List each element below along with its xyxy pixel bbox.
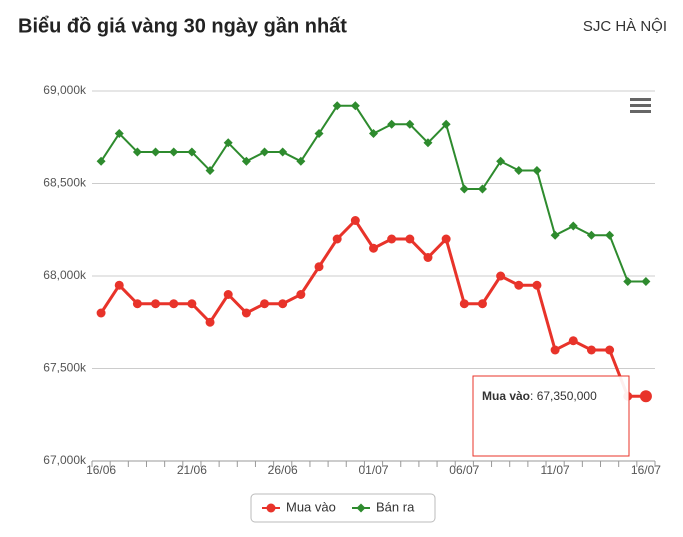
tooltip-value: 67,350,000 xyxy=(537,389,597,403)
point xyxy=(423,253,433,262)
tooltip-series: Mua vào xyxy=(482,389,530,403)
point xyxy=(532,166,542,176)
point xyxy=(151,147,161,157)
legend: Mua vào Bán ra xyxy=(250,493,436,523)
point xyxy=(169,299,179,309)
y-tick-label: 67,500k xyxy=(43,361,87,375)
point xyxy=(241,308,251,318)
menu-bar xyxy=(630,104,651,107)
point xyxy=(96,156,106,166)
point xyxy=(205,317,215,327)
tooltip-box xyxy=(472,375,630,457)
point xyxy=(187,299,197,309)
point xyxy=(296,156,306,166)
chart-subtitle: SJC HÀ NỘI xyxy=(583,18,667,35)
point xyxy=(441,119,451,129)
point xyxy=(151,299,161,309)
legend-box xyxy=(250,493,436,523)
y-tick-label: 67,000k xyxy=(43,453,87,467)
point xyxy=(405,119,415,129)
menu-bar xyxy=(630,110,651,113)
point xyxy=(387,119,397,129)
tooltip-text: Mua vào: 67,350,000 xyxy=(482,389,597,403)
point xyxy=(459,299,469,309)
point xyxy=(496,271,506,281)
menu-icon[interactable] xyxy=(630,98,651,113)
point xyxy=(477,184,487,194)
point xyxy=(568,336,578,346)
point xyxy=(550,230,560,240)
x-tick-label: 01/07 xyxy=(358,463,388,477)
x-tick-label: 26/06 xyxy=(268,463,298,477)
point xyxy=(132,299,142,309)
point xyxy=(369,129,378,139)
point xyxy=(639,390,652,403)
point xyxy=(314,262,324,272)
y-tick-label: 68,500k xyxy=(43,176,87,190)
point xyxy=(586,345,596,355)
legend-marker xyxy=(356,503,366,513)
point xyxy=(423,138,433,148)
x-tick-label: 16/07 xyxy=(631,463,661,477)
point xyxy=(477,299,487,309)
point xyxy=(260,147,270,157)
point xyxy=(605,345,615,355)
point xyxy=(586,230,596,240)
point xyxy=(350,101,360,111)
point xyxy=(514,166,524,176)
legend-item[interactable]: Bán ra xyxy=(352,499,415,514)
point xyxy=(623,277,633,287)
point xyxy=(278,147,288,157)
x-tick-label: 06/07 xyxy=(449,463,479,477)
menu-bar xyxy=(630,98,651,101)
point xyxy=(187,147,197,157)
point xyxy=(496,156,506,166)
legend-item[interactable]: Mua vào xyxy=(262,499,336,514)
x-tick-label: 21/06 xyxy=(177,463,207,477)
point xyxy=(332,101,342,111)
y-tick-label: 68,000k xyxy=(43,268,87,282)
point xyxy=(205,166,215,176)
tooltip-sep: : xyxy=(530,389,537,403)
point xyxy=(314,129,324,139)
point xyxy=(223,138,233,148)
point xyxy=(405,234,415,244)
chart-title: Biểu đồ giá vàng 30 ngày gần nhất xyxy=(18,15,347,37)
point xyxy=(532,280,542,290)
point xyxy=(278,299,288,309)
point xyxy=(568,221,578,231)
point xyxy=(350,216,360,225)
point xyxy=(241,156,251,166)
point xyxy=(223,290,233,299)
x-tick-label: 16/06 xyxy=(86,463,116,477)
legend-label: Bán ra xyxy=(376,499,415,514)
point xyxy=(114,280,124,290)
point xyxy=(441,234,451,244)
point xyxy=(296,290,306,299)
point xyxy=(459,184,469,194)
legend-marker xyxy=(266,503,276,513)
point xyxy=(605,230,615,240)
point xyxy=(550,345,560,355)
legend-label: Mua vào xyxy=(286,499,336,514)
point xyxy=(132,147,142,157)
point xyxy=(514,280,524,290)
point xyxy=(260,299,270,309)
point xyxy=(387,234,397,244)
point xyxy=(332,234,342,244)
point xyxy=(96,308,106,318)
point xyxy=(641,277,651,287)
x-tick-label: 11/07 xyxy=(541,463,570,477)
tooltip: Mua vào: 67,350,000 xyxy=(472,375,630,457)
y-tick-label: 69,000k xyxy=(43,83,87,97)
point xyxy=(114,129,124,139)
point xyxy=(169,147,179,157)
point xyxy=(369,243,378,253)
